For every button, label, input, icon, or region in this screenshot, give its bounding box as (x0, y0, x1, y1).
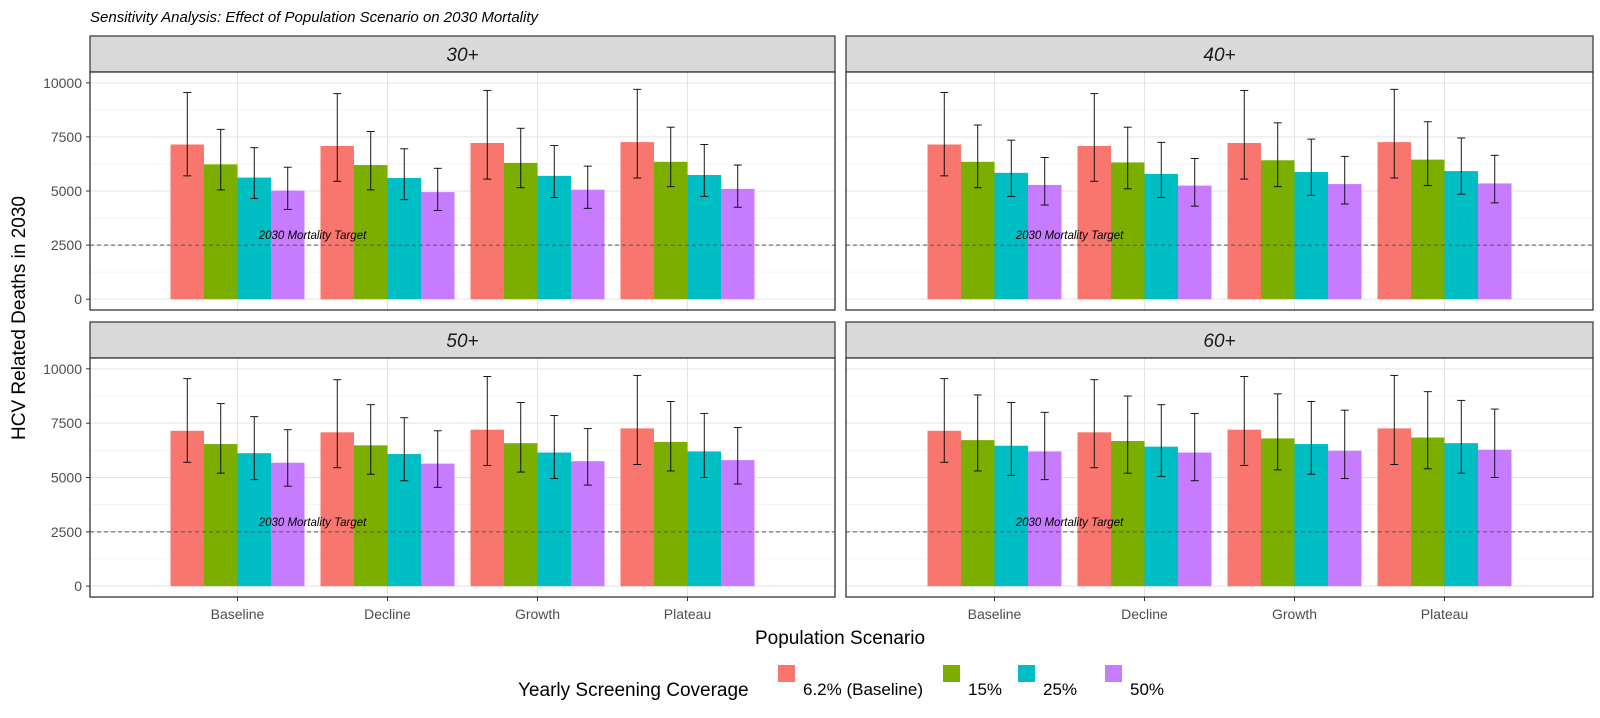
x-tick-label: Growth (515, 606, 560, 622)
y-tick-label: 7500 (51, 415, 82, 431)
legend-label: 25% (1043, 680, 1077, 699)
facet-strip (845, 321, 1594, 359)
x-tick-label: Decline (1121, 606, 1168, 622)
facet-strip (845, 35, 1594, 73)
chart-title: Sensitivity Analysis: Effect of Populati… (90, 9, 540, 26)
legend-key (943, 665, 960, 682)
panel-border (89, 71, 836, 311)
target-label: 2030 Mortality Target (1015, 230, 1124, 242)
legend-key (778, 665, 795, 682)
facet-label: 50+ (446, 331, 478, 352)
x-tick-label: Plateau (664, 606, 711, 622)
legend: Yearly Screening Coverage 6.2% (Baseline… (518, 665, 1164, 701)
panel-40plus: 40+ 2030 Mortality Target (845, 35, 1594, 311)
panel-30plus: 30+ 0 2500 5000 7500 10000 2030 Mortality Targ… (43, 35, 836, 311)
facet-strip (89, 35, 836, 73)
facet-strip (89, 321, 836, 359)
panel-border (845, 357, 1594, 598)
y-tick-label: 10000 (43, 361, 82, 377)
facet-label: 30+ (446, 45, 478, 66)
y-tick-label: 5000 (51, 470, 82, 486)
legend-label: 6.2% (Baseline) (803, 680, 923, 699)
x-tick-label: Growth (1272, 606, 1317, 622)
x-tick-label: Plateau (1421, 606, 1468, 622)
target-label: 2030 Mortality Target (1015, 517, 1124, 529)
y-axis-title: HCV Related Deaths in 2030 (9, 196, 30, 440)
legend-key (1018, 665, 1035, 682)
panel-border (89, 357, 836, 598)
x-axis-title: Population Scenario (755, 628, 925, 649)
target-label: 2030 Mortality Target (258, 517, 367, 529)
legend-title: Yearly Screening Coverage (518, 680, 749, 701)
panel-60plus: 60+ 2030 Mortality Target Baseline Decline G… (845, 321, 1594, 622)
y-tick-label: 2500 (51, 237, 82, 253)
facet-label: 60+ (1203, 331, 1235, 352)
y-tick-label: 0 (74, 291, 82, 307)
legend-label: 50% (1130, 680, 1164, 699)
panel-50plus: 50+ 0 2500 5000 7500 10000 2030 Mortality Targ… (43, 321, 836, 622)
y-tick-label: 10000 (43, 75, 82, 91)
x-tick-label: Baseline (211, 606, 265, 622)
facet-label: 40+ (1203, 45, 1235, 66)
target-label: 2030 Mortality Target (258, 230, 367, 242)
y-tick-label: 0 (74, 578, 82, 594)
y-tick-label: 7500 (51, 129, 82, 145)
x-tick-label: Baseline (968, 606, 1022, 622)
y-tick-label: 5000 (51, 183, 82, 199)
panel-border (845, 71, 1594, 311)
legend-key (1105, 665, 1122, 682)
y-tick-label: 2500 (51, 524, 82, 540)
x-tick-label: Decline (364, 606, 411, 622)
legend-label: 15% (968, 680, 1002, 699)
panels: 30+ 0 2500 5000 7500 10000 2030 Mortality Targ… (43, 35, 1594, 622)
